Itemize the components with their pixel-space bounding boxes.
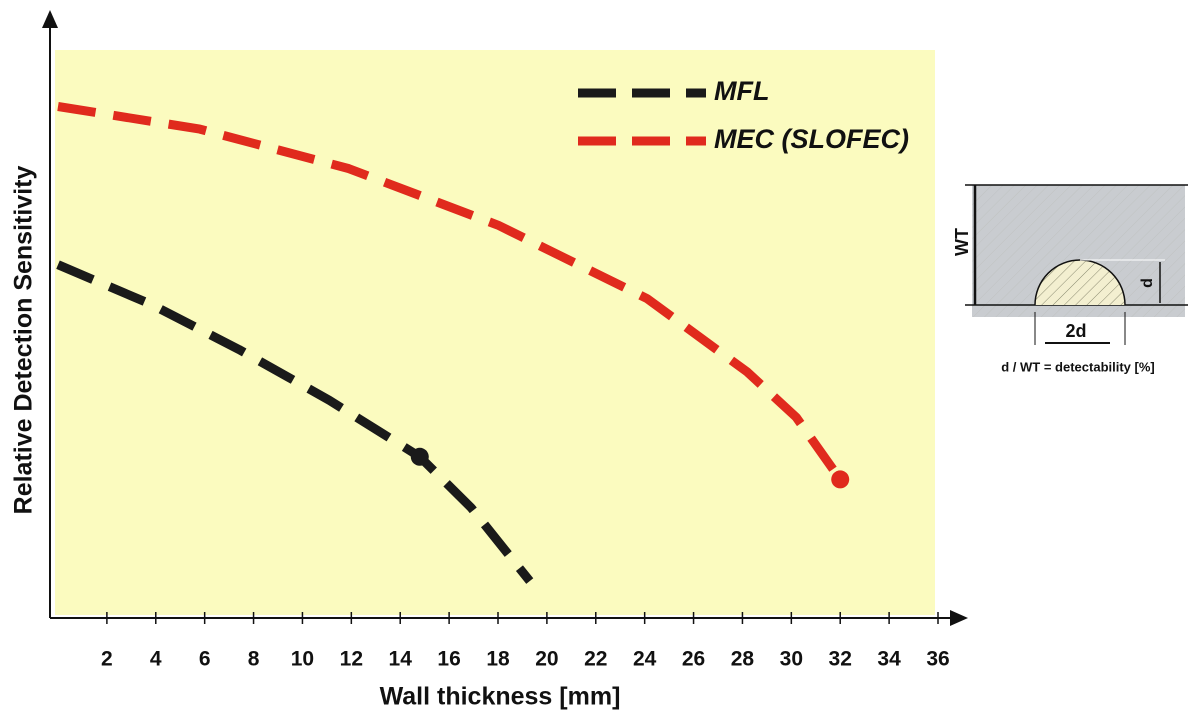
x-tick-label: 14 (389, 648, 413, 671)
x-tick-label: 6 (199, 648, 211, 671)
inset-label: 2d (1065, 321, 1086, 341)
x-tick-label: 16 (437, 648, 460, 671)
x-axis-arrow (950, 610, 968, 626)
x-tick-label: 18 (486, 648, 510, 671)
legend-label: MFL (714, 76, 769, 106)
x-tick-label: 36 (926, 648, 949, 671)
point-marker (831, 470, 849, 488)
inset-formula: d / WT = detectability [%] (1001, 359, 1155, 374)
y-axis-label: Relative Detection Sensitivity (10, 166, 38, 515)
legend-label: MEC (SLOFEC) (714, 124, 909, 154)
x-tick-label: 24 (633, 648, 657, 671)
x-tick-label: 30 (780, 648, 803, 671)
x-tick-label: 34 (877, 648, 901, 671)
inset-diagram: WT d 2d d / WT = detectability [%] (952, 185, 1188, 374)
inset-label: WT (952, 228, 972, 256)
x-tick-label: 12 (340, 648, 363, 671)
x-tick-label: 26 (682, 648, 705, 671)
point-marker (411, 448, 429, 466)
x-tick-label: 22 (584, 648, 607, 671)
x-tick-label: 32 (829, 648, 852, 671)
chart: Wall thickness [mm] Relative Detection S… (0, 0, 1188, 717)
page: {"chart_data": {"type": "line", "xlabel"… (0, 0, 1188, 717)
x-tick-label: 2 (101, 648, 113, 671)
x-tick-label: 20 (535, 648, 558, 671)
x-tick-label: 8 (248, 648, 260, 671)
x-tick-label: 28 (731, 648, 755, 671)
y-axis-arrow (42, 10, 58, 28)
inset-label: d (1139, 278, 1156, 288)
x-tick-label: 4 (150, 648, 162, 671)
x-axis-label: Wall thickness [mm] (380, 683, 621, 711)
x-tick-label: 10 (291, 648, 314, 671)
